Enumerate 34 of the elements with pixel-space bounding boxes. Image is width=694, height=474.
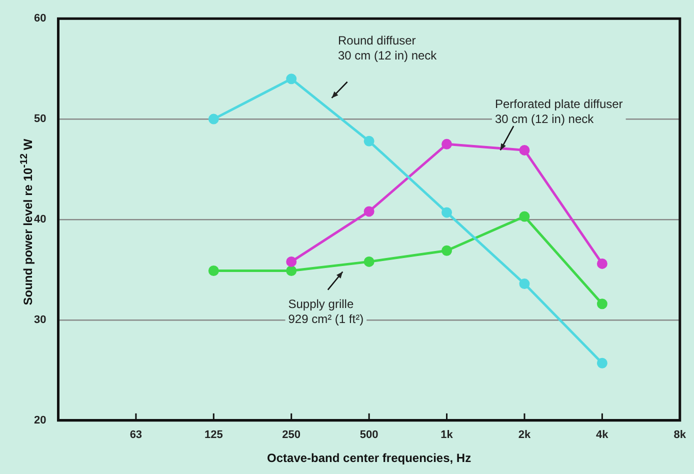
point [286,265,297,276]
point [596,258,608,269]
y-tick-label: 20 [34,414,46,426]
y-tick-label: 40 [34,214,46,226]
x-tick-label: 2k [518,429,532,442]
point [286,74,297,84]
point [442,138,452,150]
x-tick-label: 250 [282,429,301,442]
point [596,358,608,368]
point [208,265,219,276]
x-tick-label: 500 [360,429,378,442]
point [364,206,374,217]
y-tick-label: 50 [34,113,46,126]
x-tick-label: 4k [596,429,610,442]
annotation: Perforated plate diffuser 30 cm (12 in) neck [494,97,623,126]
y-tick-label: 30 [34,314,46,326]
point [364,256,374,267]
y-tick-label: 60 [34,12,46,25]
point [519,211,530,222]
x-tick-label: 63 [130,429,142,442]
annotation: Round diffuser 30 cm (12 in) neck [338,34,438,63]
x-tick-label: 1k [440,429,454,442]
x-tick-label: 125 [204,429,223,442]
point [596,298,608,310]
x-axis-title: Octave-band center frequencies, Hz [267,451,472,466]
point [442,245,452,256]
point [364,136,374,146]
point [286,256,297,267]
point [442,207,452,218]
point [208,114,219,124]
point [519,144,530,156]
annotation: Supply grille 929 cm² (1 ft²) [288,296,364,326]
point [519,278,530,290]
x-tick-label: 8k [674,429,687,442]
